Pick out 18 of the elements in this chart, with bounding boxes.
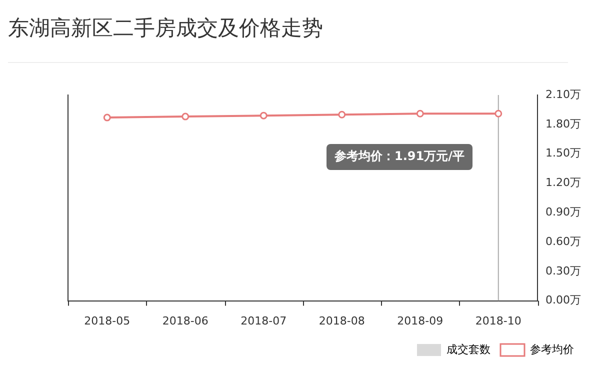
y2-tick-label: 0.00万 bbox=[546, 294, 582, 307]
y2-tick-label: 1.20万 bbox=[546, 176, 582, 190]
x-tick-label: 2018-09 bbox=[397, 314, 444, 328]
y2-tick-label: 1.50万 bbox=[546, 146, 582, 160]
x-tick-label: 2018-05 bbox=[84, 314, 130, 328]
y2-tick-label: 0.60万 bbox=[546, 234, 582, 248]
legend-label: 成交套数 bbox=[446, 342, 490, 356]
y2-tick-label: 2.10万 bbox=[546, 88, 582, 101]
x-tick-label: 2018-06 bbox=[162, 314, 208, 328]
annotation: 参考均价：1.91万元/平 bbox=[334, 149, 465, 164]
y2-tick-label: 0.90万 bbox=[546, 205, 582, 218]
chart-title: 东湖高新区二手房成交及价格走势 bbox=[8, 15, 323, 42]
x-tick-label: 2018-07 bbox=[240, 314, 287, 328]
x-tick-label: 2018-10 bbox=[475, 314, 522, 328]
x-tick-label: 2018-08 bbox=[318, 314, 365, 328]
legend-label: 参考均价 bbox=[530, 342, 574, 356]
y2-tick-label: 1.80万 bbox=[546, 117, 582, 130]
y2-tick-label: 0.30万 bbox=[546, 264, 582, 278]
